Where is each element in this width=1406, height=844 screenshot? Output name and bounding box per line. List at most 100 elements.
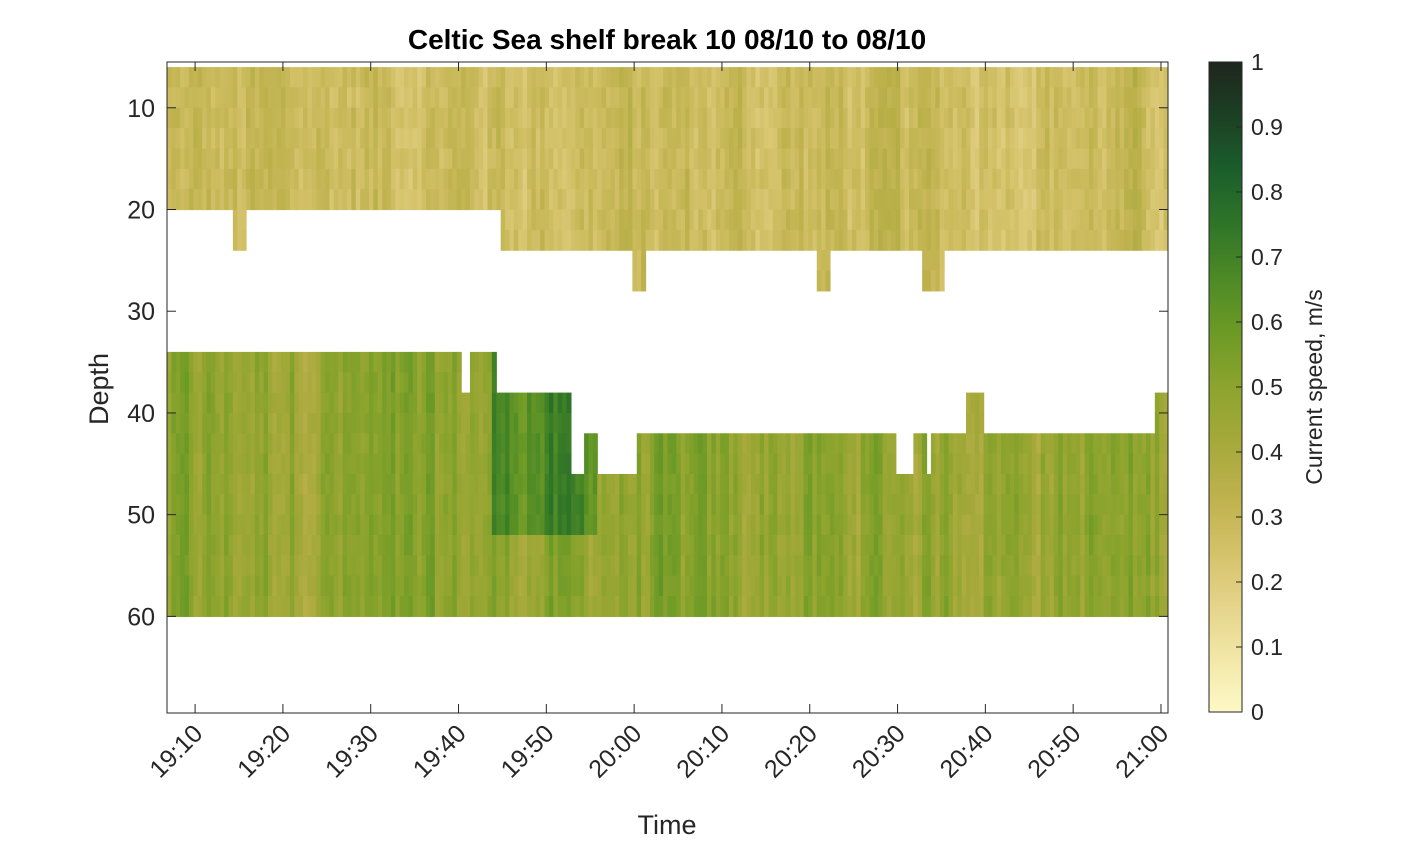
heatmap-cell [228,596,234,617]
heatmap-cell [452,87,458,109]
heatmap-cell [426,351,432,373]
heatmap-cell [540,412,546,434]
heatmap-cell [838,575,844,597]
heatmap-cell [970,412,976,434]
heatmap-cell [869,128,875,150]
heatmap-cell [210,107,216,129]
heatmap-cell [939,433,945,455]
heatmap-cell [237,128,243,150]
heatmap-cell [623,534,629,556]
heatmap-cell [443,107,449,129]
heatmap-cell [750,87,756,109]
plot-frame [166,61,1169,714]
heatmap-cell [887,128,893,150]
heatmap-cell [267,189,273,211]
heatmap-cell [781,575,787,597]
heatmap-cell [320,494,326,516]
heatmap-cell [1023,168,1029,190]
heatmap-cell [698,107,704,129]
heatmap-cell [531,453,537,475]
heatmap-cell [988,596,993,617]
heatmap-cell [786,473,792,495]
heatmap-cell [781,107,787,129]
heatmap-cell [500,473,506,495]
heatmap-cell [834,128,840,150]
heatmap-cell [790,87,796,109]
heatmap-cell [952,514,958,536]
heatmap-cell [1119,575,1125,597]
heatmap-cell [887,473,893,495]
heatmap-cell [1163,453,1168,475]
heatmap-cell [535,107,541,129]
heatmap-cell [746,128,752,150]
heatmap-cell [206,189,212,211]
heatmap-cell [807,189,813,211]
heatmap-cell [338,555,344,577]
heatmap-cell [671,67,677,89]
heatmap-cell [562,575,568,597]
heatmap-cell [803,189,809,211]
heatmap-cell [465,473,471,495]
heatmap-cell [948,168,954,190]
heatmap-cell [689,107,695,129]
heatmap-cell [1062,555,1068,577]
heatmap-cell [707,555,712,577]
heatmap-cell [711,107,717,129]
heatmap-cell [680,433,686,455]
heatmap-cell [1053,473,1059,495]
heatmap-cell [948,433,954,455]
heatmap-cell [930,555,936,577]
heatmap-cell [873,148,879,170]
heatmap-cell [518,87,524,109]
heatmap-cell [469,575,475,597]
heatmap-cell [1088,555,1094,577]
heatmap-cell [865,229,871,251]
heatmap-cell [707,168,712,190]
heatmap-cell [1067,148,1073,170]
heatmap-cell [825,67,831,89]
heatmap-cell [794,189,800,211]
heatmap-cell [922,148,928,170]
heatmap-cell [562,596,568,617]
heatmap-cell [360,392,366,414]
heatmap-cell [535,168,541,190]
heatmap-cell [843,494,849,516]
heatmap-cell [469,453,475,475]
heatmap-cell [873,229,879,251]
heatmap-cell [259,596,265,617]
heatmap-cell [355,148,361,170]
heatmap-cell [790,433,796,455]
heatmap-cell [891,453,897,475]
heatmap-cell [1023,555,1029,577]
heatmap-cell [531,412,537,434]
heatmap-cell [513,575,519,597]
heatmap-cell [417,107,423,129]
heatmap-cell [548,534,554,556]
heatmap-cell [531,128,537,150]
heatmap-cell [654,128,660,150]
heatmap-cell [873,575,879,597]
heatmap-cell [430,351,436,373]
heatmap-cell [733,148,739,170]
heatmap-cell [360,514,366,536]
heatmap-cell [671,87,677,109]
heatmap-cell [851,433,857,455]
heatmap-cell [860,473,866,495]
heatmap-cell [996,494,1002,516]
heatmap-cell [759,575,765,597]
heatmap-cell [961,67,967,89]
heatmap-cell [188,107,194,129]
heatmap-cell [399,189,405,211]
heatmap-cell [1001,575,1007,597]
heatmap-cell [838,453,844,475]
heatmap-cell [974,534,980,556]
heatmap-cell [1124,453,1130,475]
heatmap-cell [755,494,761,516]
heatmap-cell [944,555,950,577]
heatmap-cell [1031,148,1037,170]
heatmap-cell [742,596,748,617]
heatmap-cell [974,433,980,455]
heatmap-cell [188,494,194,516]
heatmap-cell [535,87,541,109]
heatmap-cell [1088,494,1094,516]
